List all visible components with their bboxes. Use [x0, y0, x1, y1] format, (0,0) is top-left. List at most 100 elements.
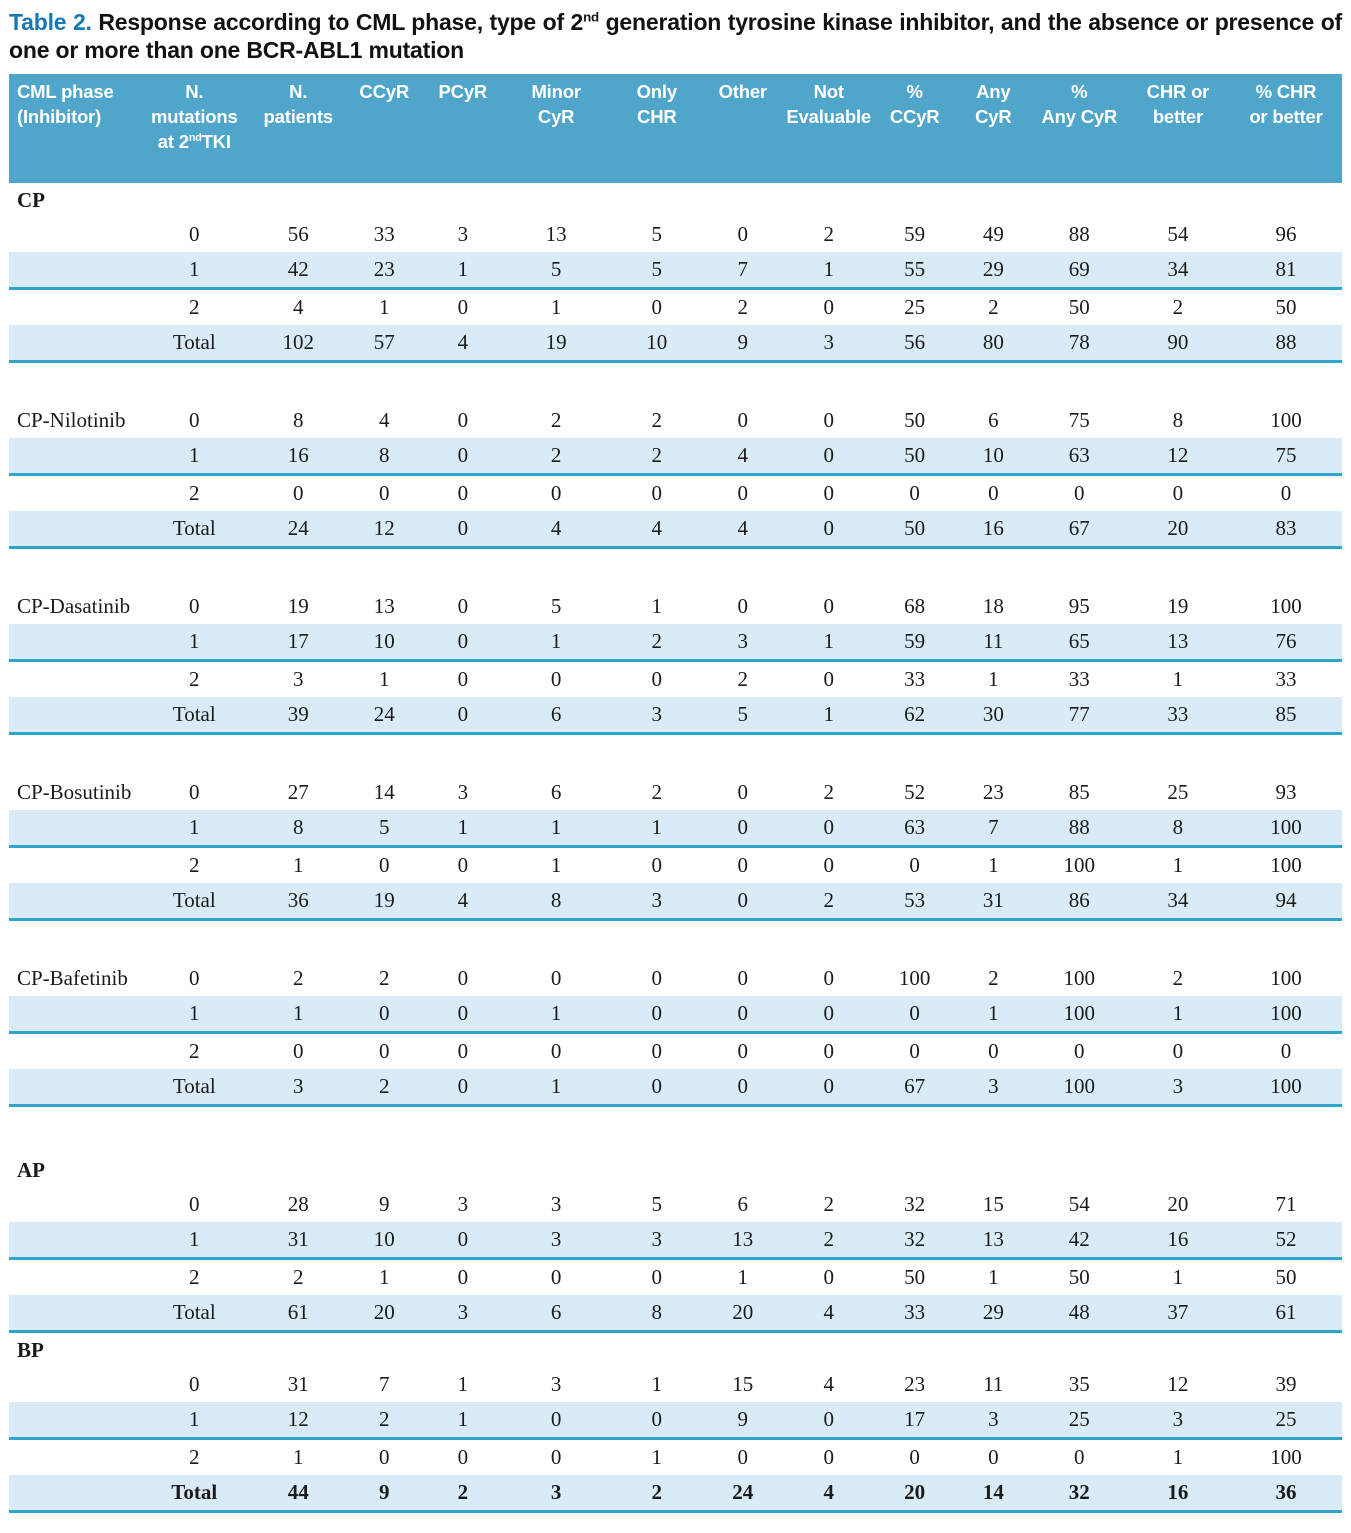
value-cell: 0 — [292, 481, 304, 505]
value-cell: 2 — [737, 295, 748, 319]
value-cell: 100 — [1270, 408, 1302, 432]
section-spacer — [9, 362, 1342, 404]
value-cell: 0 — [703, 883, 783, 921]
value-cell: 6 — [988, 408, 999, 432]
value-cell: 2 — [423, 1475, 503, 1513]
mutations-cell: 1 — [136, 996, 252, 1034]
value-cell: 3 — [457, 222, 469, 246]
value-cell: 4 — [703, 438, 783, 476]
value-cell: 67 — [1032, 511, 1126, 549]
value-cell: 3 — [1125, 1069, 1230, 1107]
value-cell: 0 — [782, 438, 876, 476]
value-cell: 1 — [1172, 1445, 1184, 1469]
value-cell: 4 — [423, 883, 503, 921]
value-cell: 59 — [875, 624, 954, 662]
value-cell: 31 — [251, 1222, 345, 1260]
mutations-cell: 2 — [189, 1265, 200, 1289]
phase-cell — [9, 810, 137, 848]
value-cell: 100 — [1032, 1069, 1126, 1107]
value-cell: 0 — [423, 996, 503, 1034]
column-header-ccyr: CCyR — [344, 74, 424, 183]
value-cell: 13 — [954, 1222, 1033, 1260]
value-cell: 50 — [1275, 1265, 1297, 1289]
value-cell: 5 — [550, 594, 562, 618]
value-cell: 50 — [875, 438, 954, 476]
value-cell: 1 — [550, 295, 562, 319]
value-cell: 85 — [1068, 780, 1090, 804]
value-cell: 10 — [610, 325, 704, 363]
mutations-cell: 2 — [189, 1445, 200, 1469]
value-cell: 0 — [457, 1445, 469, 1469]
table-row: Total 44 9 2 3 2 24 4 20 14 32 16 36 — [9, 1475, 1342, 1513]
table-row: CP-Dasatinib 0 19 13 0 5 1 0 0 68 18 95 19 100 — [9, 589, 1342, 624]
value-cell: 0 — [782, 810, 876, 848]
value-cell: 100 — [1229, 810, 1342, 848]
value-cell: 1 — [1172, 1265, 1184, 1289]
value-cell: 2 — [651, 408, 663, 432]
value-cell: 86 — [1032, 883, 1126, 921]
value-cell: 17 — [875, 1402, 954, 1440]
value-cell: 0 — [651, 295, 663, 319]
value-cell: 25 — [1167, 780, 1189, 804]
value-cell: 4 — [610, 511, 704, 549]
table-row: CP-Nilotinib 0 8 4 0 2 2 0 0 50 6 75 8 100 — [9, 403, 1342, 438]
value-cell: 0 — [737, 780, 748, 804]
value-cell: 6 — [737, 1192, 748, 1216]
value-cell: 71 — [1275, 1192, 1297, 1216]
value-cell: 3 — [502, 1222, 611, 1260]
value-cell: 59 — [904, 222, 926, 246]
value-cell: 0 — [610, 1069, 704, 1107]
column-header-other: Other — [703, 74, 783, 183]
value-cell: 0 — [823, 1445, 834, 1469]
value-cell: 69 — [1032, 252, 1126, 290]
value-cell: 0 — [703, 1069, 783, 1107]
value-cell: 0 — [550, 1445, 562, 1469]
table-row: 1 12 2 1 0 0 9 0 17 3 25 3 25 — [9, 1402, 1342, 1440]
mutations-cell: 2 — [189, 667, 200, 691]
line3-sup: nd — [188, 131, 202, 144]
mutations-cell: 0 — [189, 1192, 200, 1216]
column-header-minor-cyr: Minor CyR — [502, 74, 611, 183]
section-heading: AP — [17, 1157, 45, 1182]
value-cell: 100 — [1229, 1069, 1342, 1107]
value-cell: 63 — [875, 810, 954, 848]
value-cell: 1 — [610, 810, 704, 848]
mutations-cell: 0 — [189, 594, 200, 618]
table-row: Total 3 2 0 1 0 0 0 67 3 100 3 100 — [9, 1069, 1342, 1107]
value-cell: 0 — [1074, 1039, 1085, 1063]
value-cell: 25 — [1229, 1402, 1342, 1440]
value-cell: 33 — [904, 667, 926, 691]
value-cell: 1 — [1172, 853, 1184, 877]
value-cell: 9 — [703, 1402, 783, 1440]
mutations-cell: 1 — [136, 810, 252, 848]
value-cell: 0 — [782, 1402, 876, 1440]
value-cell: 0 — [651, 667, 663, 691]
value-cell: 75 — [1229, 438, 1342, 476]
table-row: 1 42 23 1 5 5 7 1 55 29 69 34 81 — [9, 252, 1342, 290]
value-cell: 0 — [823, 594, 834, 618]
value-cell: 0 — [378, 1039, 390, 1063]
table-row: CP-Bafetinib 0 2 2 0 0 0 0 0 100 2 100 2 100 — [9, 961, 1342, 996]
value-cell: 28 — [287, 1192, 309, 1216]
value-cell: 1 — [782, 624, 876, 662]
value-cell: 4 — [292, 295, 304, 319]
value-cell: 48 — [1032, 1295, 1126, 1333]
phase-cell — [9, 1439, 137, 1476]
value-cell: 25 — [904, 295, 926, 319]
value-cell: 4 — [423, 325, 503, 363]
value-cell: 4 — [782, 1295, 876, 1333]
value-cell: 100 — [1063, 853, 1096, 877]
value-cell: 2 — [610, 624, 704, 662]
value-cell: 29 — [954, 1295, 1033, 1333]
table-row: 0 31 7 1 3 1 15 4 23 11 35 12 39 — [9, 1367, 1342, 1402]
column-header-chr-or-better: CHR or better — [1125, 74, 1230, 183]
value-cell: 1 — [782, 252, 876, 290]
mutations-cell: Total — [136, 883, 252, 921]
value-cell: 39 — [251, 697, 345, 735]
table-row: 0 28 9 3 3 5 6 2 32 15 54 20 71 — [9, 1187, 1342, 1222]
column-header-n-mutations: N. mutations at 2ndTKI — [136, 74, 252, 183]
value-cell: 61 — [1229, 1295, 1342, 1333]
line3-pre: at 2 — [157, 131, 189, 153]
value-cell: 0 — [423, 438, 503, 476]
value-cell: 0 — [737, 966, 748, 990]
